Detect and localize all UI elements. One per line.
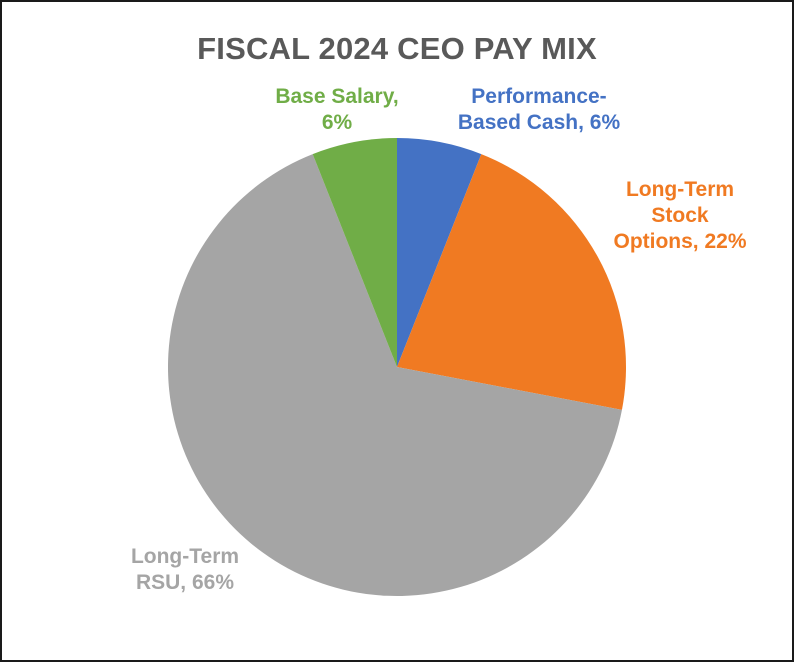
pie-slice-performance-based-cash bbox=[397, 138, 482, 367]
slice-label-base-salary: Base Salary, 6% bbox=[275, 85, 399, 134]
slice-label-long-term-stock-options: Long-Term Stock Options, 22% bbox=[613, 178, 747, 253]
pie-slice-long-term-stock-options bbox=[397, 154, 626, 410]
chart-title: FISCAL 2024 CEO PAY MIX bbox=[197, 31, 597, 66]
slice-label-long-term-rsu: Long-Term RSU, 66% bbox=[130, 545, 240, 594]
slice-label-performance-based-cash: Performance- Based Cash, 6% bbox=[457, 85, 621, 134]
pie-slice-base-salary bbox=[312, 138, 397, 367]
pie-slice-long-term-rsu bbox=[167, 154, 622, 597]
